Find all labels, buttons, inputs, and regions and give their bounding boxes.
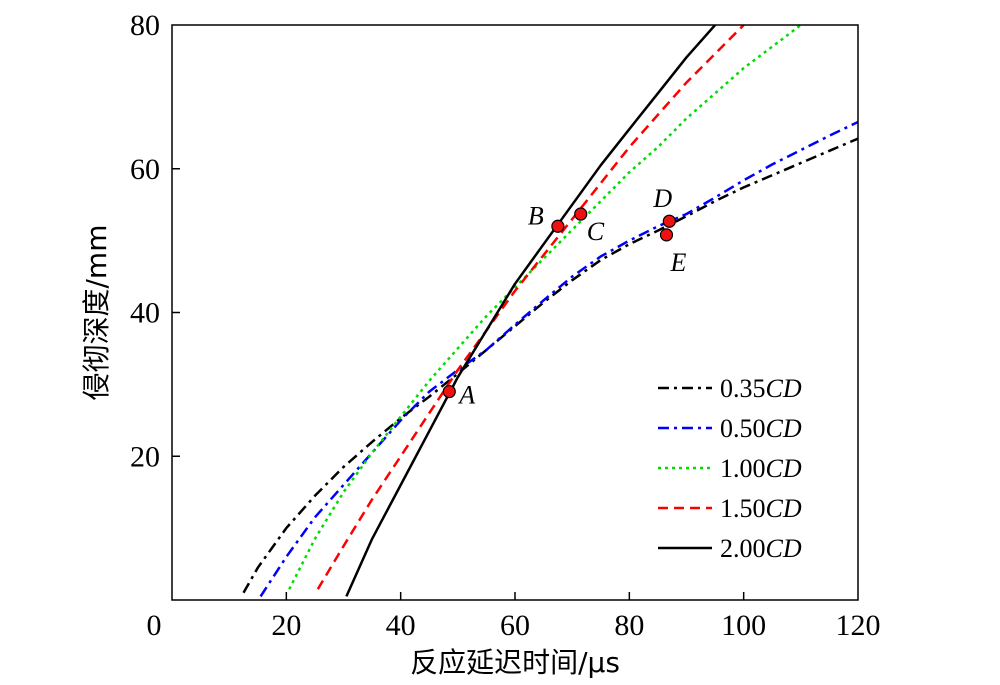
x-tick-label: 60: [500, 609, 530, 642]
legend-label-2: 1.00CD: [720, 454, 802, 483]
point-C: [574, 207, 588, 221]
y-tick-label: 80: [130, 9, 160, 42]
x-tick-label: 20: [271, 609, 301, 642]
legend-label-0: 0.35CD: [720, 374, 802, 403]
point-label-D: D: [652, 184, 672, 213]
point-A: [442, 384, 456, 399]
series-line-3: [316, 25, 745, 590]
legend: 0.35CD 0.50CD 1.00CD 1.50CD 2.00CD: [658, 374, 802, 563]
y-tick-label: 60: [130, 153, 160, 186]
point-label-A: A: [457, 381, 475, 410]
series-line-4: [345, 25, 717, 597]
point-D: [662, 214, 676, 228]
point-E: [659, 228, 674, 242]
series-layer: [242, 25, 858, 598]
ticks-layer: 0 20 40 60 80 100 120 20 40 60 80: [130, 9, 881, 642]
x-axis-title: 反应延迟时间/μs: [410, 646, 620, 679]
point-B: [551, 219, 565, 233]
point-label-B: B: [528, 201, 544, 230]
x-tick-label: 80: [614, 609, 644, 642]
annotation-points-layer: A B C D E: [442, 184, 686, 410]
y-tick-label: 20: [130, 440, 160, 473]
series-line-0: [242, 137, 858, 594]
y-tick-label: 40: [130, 297, 160, 330]
x-tick-label: 40: [386, 609, 416, 642]
point-label-C: C: [587, 217, 605, 246]
y-axis-title: 侵彻深度/mm: [80, 225, 113, 401]
legend-label-4: 2.00CD: [720, 534, 802, 563]
x-tick-label: 100: [721, 609, 766, 642]
legend-label-3: 1.50CD: [720, 494, 802, 523]
x-tick-label: 0: [147, 609, 162, 642]
x-tick-label: 120: [836, 609, 881, 642]
point-label-E: E: [669, 248, 686, 277]
legend-label-1: 0.50CD: [720, 414, 802, 443]
series-line-1: [259, 120, 858, 598]
